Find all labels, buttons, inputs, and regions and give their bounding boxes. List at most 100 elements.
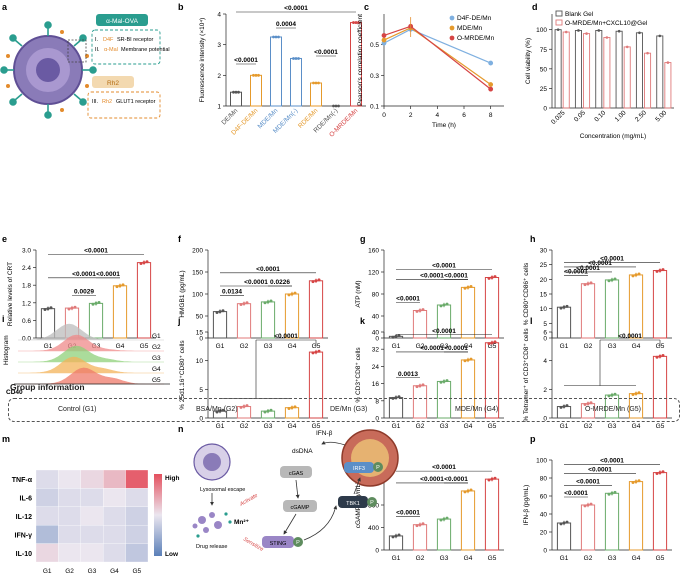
data-point [637,391,641,395]
data-point [421,308,425,312]
sig-label: <0.0001 [420,272,444,279]
x-axis-label: Concentration (mg/mL) [580,133,646,140]
y-tick-label: 1.2 [22,300,31,307]
data-point [625,45,629,49]
column-label: G5 [132,568,141,575]
bar-G3 [604,279,620,339]
data-point [221,309,225,313]
data-point [469,357,473,361]
y-tick-label: 15 [196,330,204,337]
data-point [637,272,641,276]
sig-label: <0.0001 [588,260,612,267]
data-point [666,61,670,64]
data-point [317,81,320,85]
series-point [488,60,494,66]
x-tick-label: G4 [464,343,473,350]
y-tick-label: 5 [543,321,547,328]
chart-p: p 0 20 40 60 80 100 IFN-β (pg/mL) G1 G2 G3 G4 G5 <0.0… [523,434,672,562]
data-point [254,73,258,77]
y-tick-label: 0.3 [370,73,379,80]
heat-cell-IL-10-G5 [125,543,149,563]
data-point [490,477,494,481]
y-axis-label: Pearson's correlation coefficient [357,14,364,106]
x-tick-label: G1 [392,343,401,350]
data-point [631,481,635,484]
data-point [610,393,614,397]
data-point [638,31,641,35]
x-tick-label: DE/Mn [220,107,239,126]
sig-label: 0.0029 [74,288,94,295]
data-point [469,488,473,492]
chart-d: d 0 25 50 75 100 Cell viability (%) 0.025 0.05 0.… [525,2,674,140]
bar-G5 [484,277,500,339]
data-point [493,275,497,279]
data-point [91,302,95,306]
data-point [607,394,611,398]
data-point [658,269,662,273]
x-tick-label: G3 [440,343,449,350]
y-tick-label: 0 [543,106,547,113]
data-point [565,404,569,408]
y-tick-label: 15 [540,292,548,299]
y-tick-label: 0.0 [22,336,31,343]
data-point [586,503,590,507]
y-axis-label: % CD3⁺CD8⁺ cells [355,347,362,403]
sig-label: 0.0013 [398,371,418,378]
panel-letter-h: h [530,234,536,244]
row3-drug: Rh2 [102,99,112,105]
y-tick-label: 80 [372,292,380,299]
heat-cell-IL-10-G1 [35,543,59,563]
data-point [646,51,649,55]
panel-letter-i: i [2,314,5,324]
bar-Blank Gel-2.50 [635,32,643,109]
irf3-p-label: P [376,465,380,471]
y-tick-label: 0 [199,416,203,423]
data-point [556,28,560,31]
bar-G2 [580,283,596,339]
bar-G3 [436,518,452,551]
heat-cell-IL-12-G4 [103,506,126,526]
bar-G3 [88,302,104,339]
x-tick-label: 8 [489,112,493,119]
y-tick-label: 10 [540,306,548,313]
y-tick-label: 50 [540,66,548,73]
x-tick-label: G2 [584,555,593,562]
y-tick-label: 4 [543,358,547,365]
panel-n: n Lysosomal escape Drug release Mn²⁺ Act… [178,424,399,553]
data-point [94,301,98,305]
sig-label: 0.0134 [222,289,242,296]
chart-m: m TNF-α IL-6 IL-12 IFN-γ IL-10 G1 G2 G3 G4 G5 High L… [2,434,179,575]
data-point [245,301,249,305]
data-point [631,274,635,278]
heat-cell-IL-10-G4 [103,543,126,563]
heat-cell-IL-6-G5 [125,488,149,507]
data-point [466,358,470,362]
y-axis-label: Cell viability (%) [525,38,532,84]
scale-low-label: Low [165,551,179,558]
data-point [252,73,255,77]
data-point [242,302,246,306]
bar-DE/Mn [230,91,242,107]
y-axis-label: HMGB1 (pg/mL) [179,270,186,317]
bar-G5 [652,270,668,339]
data-point [218,409,222,413]
data-point [463,286,467,290]
data-point [658,354,662,358]
y-tick-label: 2 [543,387,547,394]
bar-G1 [556,306,572,339]
x-tick-label: G1 [392,555,401,562]
data-point [142,261,146,265]
data-point [562,305,566,309]
data-point [418,309,422,312]
data-point [415,385,419,389]
data-point [597,29,601,32]
data-point [287,407,291,411]
y-tick-label: 0 [543,336,547,343]
sig-label: <0.0001 [564,490,588,497]
data-point [97,301,101,305]
y-tick-label: 40 [540,512,548,519]
x-tick-label: G4 [464,423,473,430]
data-point [269,299,273,303]
data-point [559,405,563,409]
data-point [317,349,321,353]
